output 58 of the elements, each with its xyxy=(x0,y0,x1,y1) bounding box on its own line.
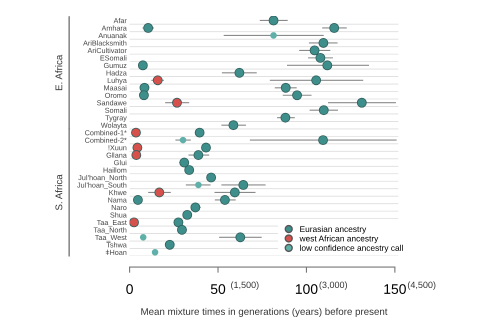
point xyxy=(131,150,142,160)
point xyxy=(182,210,192,220)
point xyxy=(138,60,148,70)
point xyxy=(206,172,216,182)
point xyxy=(131,128,141,138)
point xyxy=(193,150,204,160)
point xyxy=(201,142,211,153)
point xyxy=(270,32,277,39)
point xyxy=(173,217,184,228)
point xyxy=(238,180,248,190)
point xyxy=(322,60,332,70)
point xyxy=(228,120,238,130)
point xyxy=(280,112,290,123)
point xyxy=(230,188,240,198)
point xyxy=(140,234,146,241)
point xyxy=(164,240,175,250)
point xyxy=(311,75,322,86)
legend-label: low confidence ancestry call xyxy=(300,244,403,253)
point xyxy=(220,195,230,205)
point xyxy=(190,202,200,212)
point xyxy=(184,165,194,175)
point xyxy=(292,90,302,100)
point xyxy=(268,16,278,26)
text: (3,000) xyxy=(320,281,347,290)
point xyxy=(152,75,163,86)
point xyxy=(172,98,182,108)
text: (1,500) xyxy=(231,281,259,290)
point xyxy=(234,68,244,78)
legend-label: west African ancestry xyxy=(300,235,378,244)
point xyxy=(280,82,291,93)
text: E. Africa xyxy=(55,54,62,90)
point xyxy=(154,188,164,198)
point xyxy=(177,224,187,235)
x-axis-title: Mean mixture times in generations (years) before present xyxy=(141,308,388,317)
point xyxy=(132,195,143,205)
point xyxy=(195,182,202,188)
point xyxy=(310,45,320,56)
point xyxy=(139,90,149,100)
x-tick-label: 0 xyxy=(126,284,133,294)
point xyxy=(179,158,190,168)
point xyxy=(180,136,186,144)
point xyxy=(329,23,340,33)
point xyxy=(143,23,154,33)
point xyxy=(130,217,139,228)
legend-label: Eurasian ancestry xyxy=(300,226,366,234)
x-tick-label: 100 xyxy=(296,284,318,294)
point xyxy=(356,98,367,108)
text: S. Africa xyxy=(55,174,62,210)
point xyxy=(235,232,246,242)
point xyxy=(318,135,328,146)
x-tick-label: 150 xyxy=(384,284,406,294)
point xyxy=(318,38,328,48)
point xyxy=(152,249,158,256)
point xyxy=(318,105,329,116)
text: (4,500) xyxy=(408,281,436,290)
x-tick-label: 50 xyxy=(210,284,226,294)
point xyxy=(194,128,205,138)
point xyxy=(315,52,326,63)
